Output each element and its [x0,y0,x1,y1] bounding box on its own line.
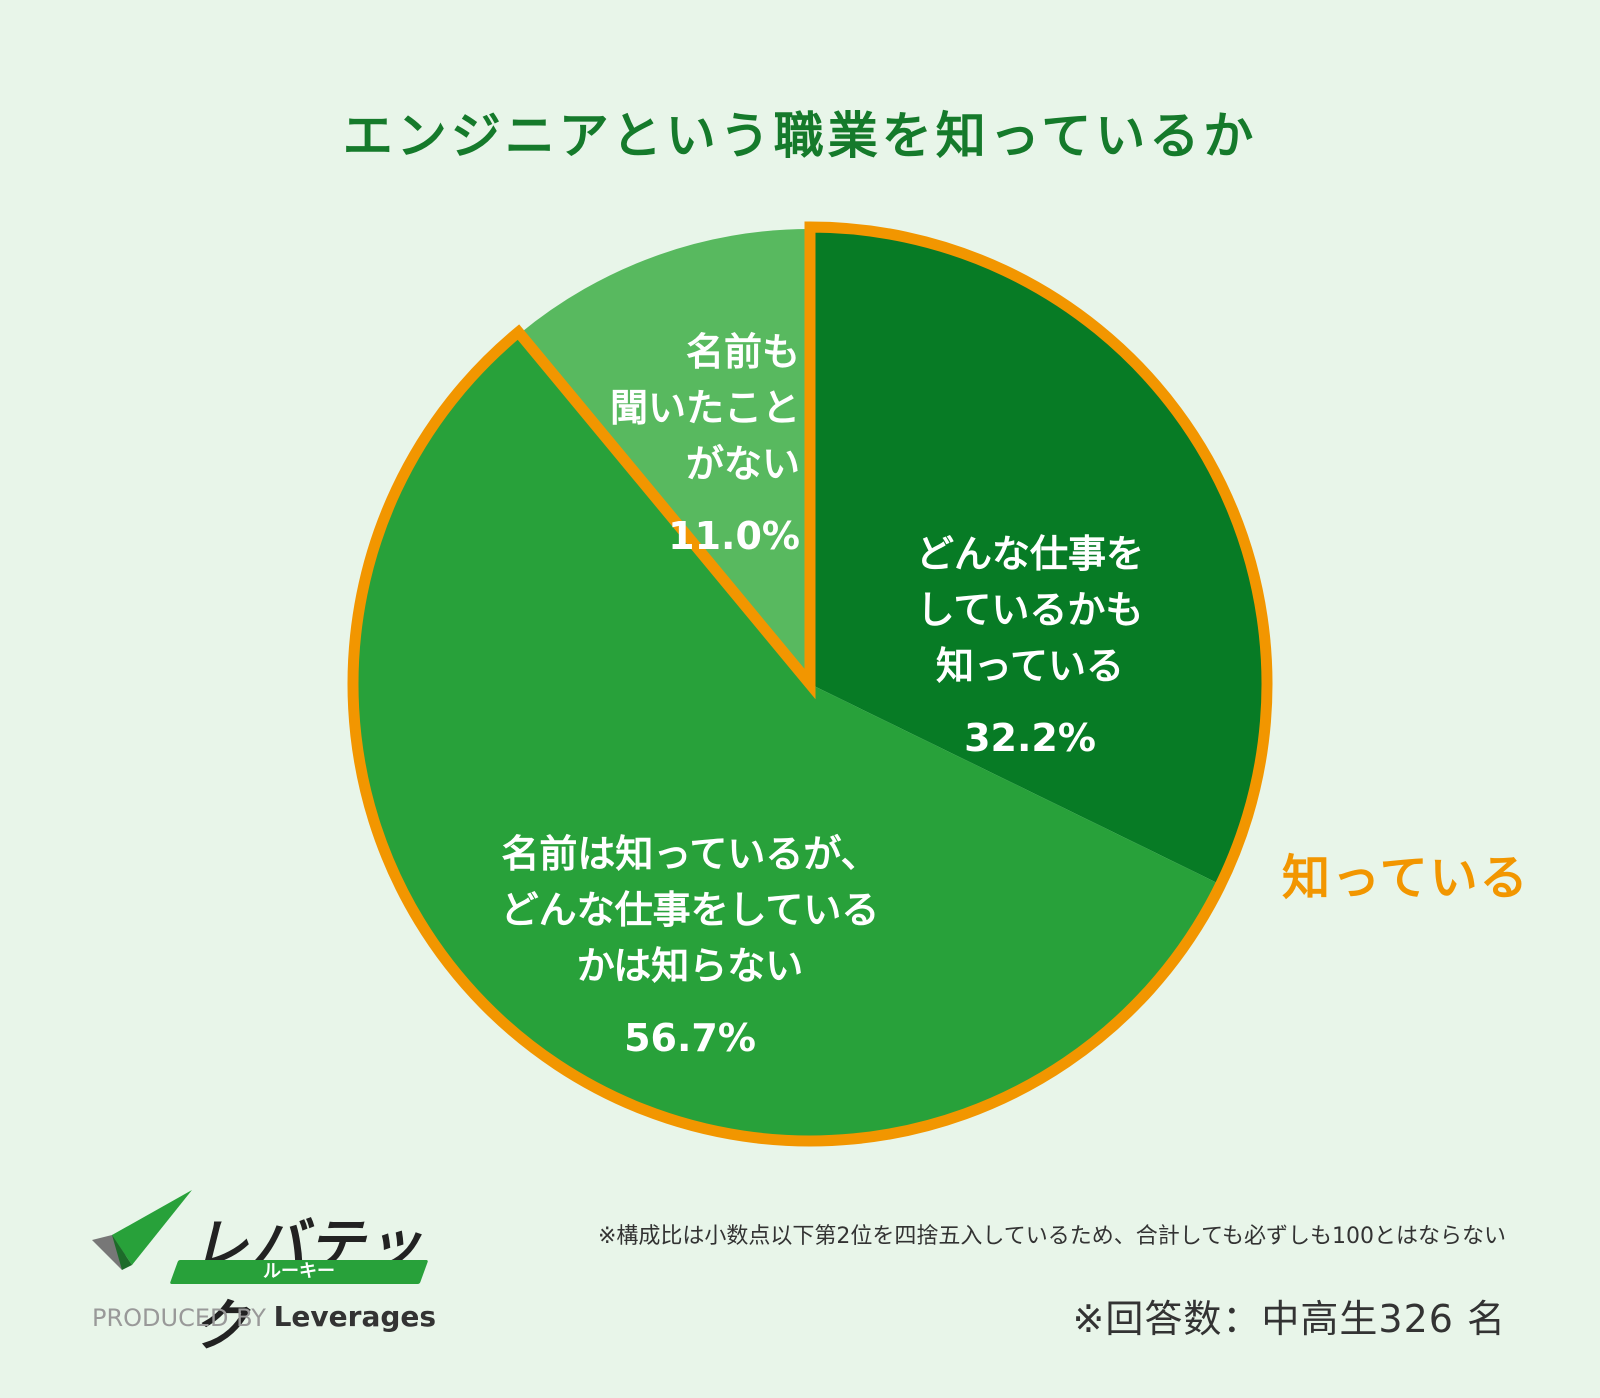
slice-label-text: どんな仕事を しているかも 知っている [915,532,1144,688]
footnote: ※構成比は小数点以下第2位を四捨五入しているため、合計しても必ずしも100とはな… [597,1224,1506,1249]
slice-label-text: 名前は知っているが、 どんな仕事をしている かは知らない [500,832,880,988]
company-name: Leverages [273,1300,437,1333]
slice-value-label: 32.2% [964,716,1096,760]
slice-label-know-name-only: 名前は知っているが、 どんな仕事をしている かは知らない 56.7% [460,770,920,1122]
group-outline [347,221,1273,1147]
produced-by-label: PRODUCED BY [92,1304,266,1332]
logo-sub-text: ルーキー [263,1261,335,1282]
pie-slice-2 [519,229,810,684]
produced-by: PRODUCED BY Leverages [92,1300,436,1333]
slice-label-never-heard: 名前も 聞いたこと がない 11.0% [560,268,800,620]
chart-title: エンジニアという職業を知っているか [342,107,1258,165]
slice-label-text: 名前も 聞いたこと がない [609,330,800,486]
respondent-count: ※回答数：中高生326 名 [1072,1297,1506,1341]
pie-slice-0 [810,229,1265,884]
checkmark-logo-icon [92,1190,192,1270]
slice-label-know-job: どんな仕事を しているかも 知っている 32.2% [900,470,1160,822]
group-label-know: 知っている [1282,850,1530,906]
slice-value-label: 56.7% [624,1016,756,1060]
slice-value-label: 11.0% [668,514,800,558]
brand-logo: レバテック ルーキー PRODUCED BY Leverages [92,1190,436,1359]
pie-slice-1 [355,333,1219,1140]
